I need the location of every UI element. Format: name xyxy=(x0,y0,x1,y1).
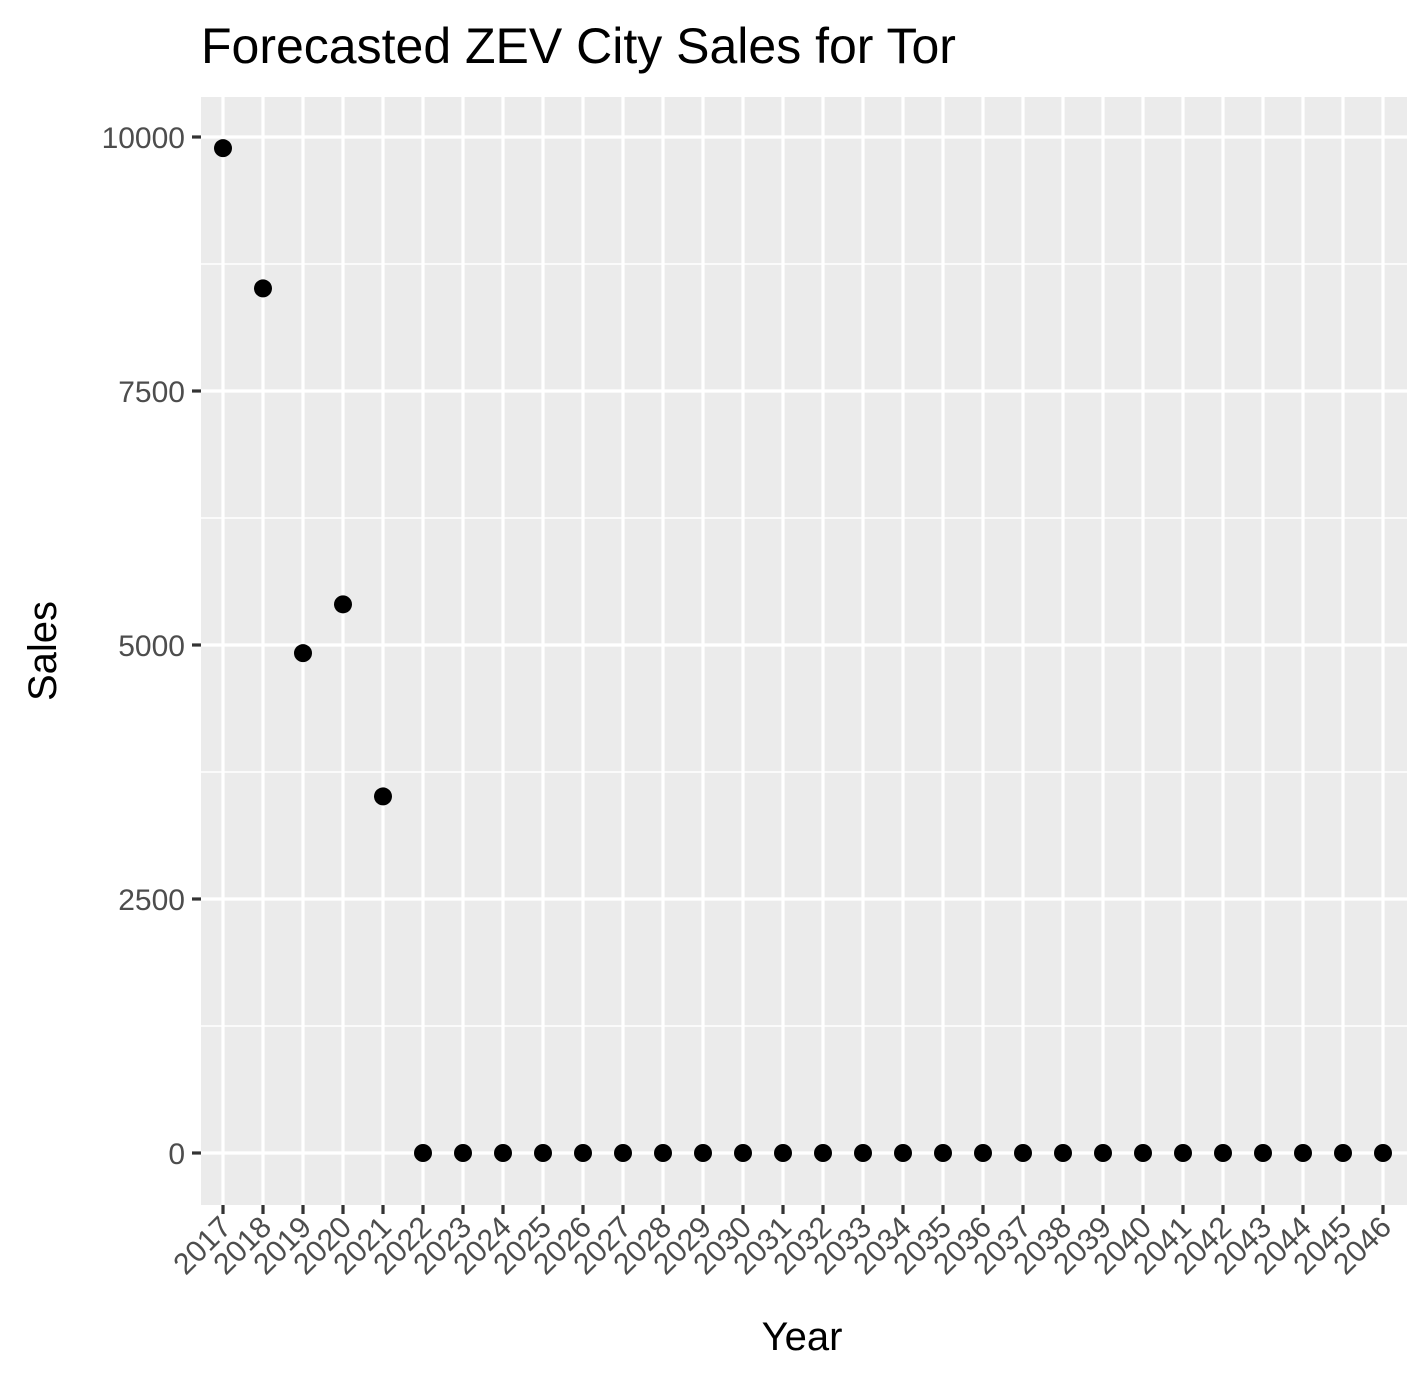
data-point xyxy=(1294,1144,1312,1162)
data-point xyxy=(1334,1144,1352,1162)
y-tick-label: 10000 xyxy=(102,122,185,155)
chart-title: Forecasted ZEV City Sales for Tor xyxy=(201,18,956,74)
data-point xyxy=(294,644,312,663)
data-point xyxy=(494,1144,512,1162)
grid-major-lines xyxy=(201,97,1407,1205)
plot-panel xyxy=(201,97,1407,1205)
data-point xyxy=(854,1144,872,1162)
x-axis-title: Year xyxy=(762,1315,843,1359)
y-tick-label: 2500 xyxy=(118,884,185,917)
y-tick-label: 5000 xyxy=(118,630,185,663)
data-point xyxy=(1214,1144,1232,1162)
data-point xyxy=(1254,1144,1272,1162)
data-point xyxy=(574,1144,592,1162)
data-point xyxy=(214,139,232,158)
data-point xyxy=(654,1144,672,1162)
data-point xyxy=(774,1144,792,1162)
y-tick-label: 0 xyxy=(168,1138,185,1171)
grid-minor-lines xyxy=(201,263,1407,1027)
data-point xyxy=(1174,1144,1192,1162)
y-axis: 0 2500 5000 7500 10000 xyxy=(102,122,201,1171)
data-point xyxy=(614,1144,632,1162)
data-point xyxy=(414,1144,432,1162)
data-point xyxy=(334,595,352,614)
data-point xyxy=(1134,1144,1152,1162)
x-axis: 2017201820192020202120222023202420252026… xyxy=(167,1205,1398,1281)
data-point xyxy=(1374,1144,1392,1162)
data-point xyxy=(1014,1144,1032,1162)
data-point xyxy=(734,1144,752,1162)
y-axis-title: Sales xyxy=(21,601,65,701)
data-point xyxy=(1094,1144,1112,1162)
data-point xyxy=(454,1144,472,1162)
data-point xyxy=(254,279,272,298)
data-point xyxy=(534,1144,552,1162)
data-point xyxy=(694,1144,712,1162)
data-points xyxy=(214,139,1392,1162)
data-point xyxy=(974,1144,992,1162)
y-tick-label: 7500 xyxy=(118,376,185,409)
data-point xyxy=(374,787,392,806)
data-point xyxy=(1054,1144,1072,1162)
data-point xyxy=(934,1144,952,1162)
data-point xyxy=(894,1144,912,1162)
data-point xyxy=(814,1144,832,1162)
